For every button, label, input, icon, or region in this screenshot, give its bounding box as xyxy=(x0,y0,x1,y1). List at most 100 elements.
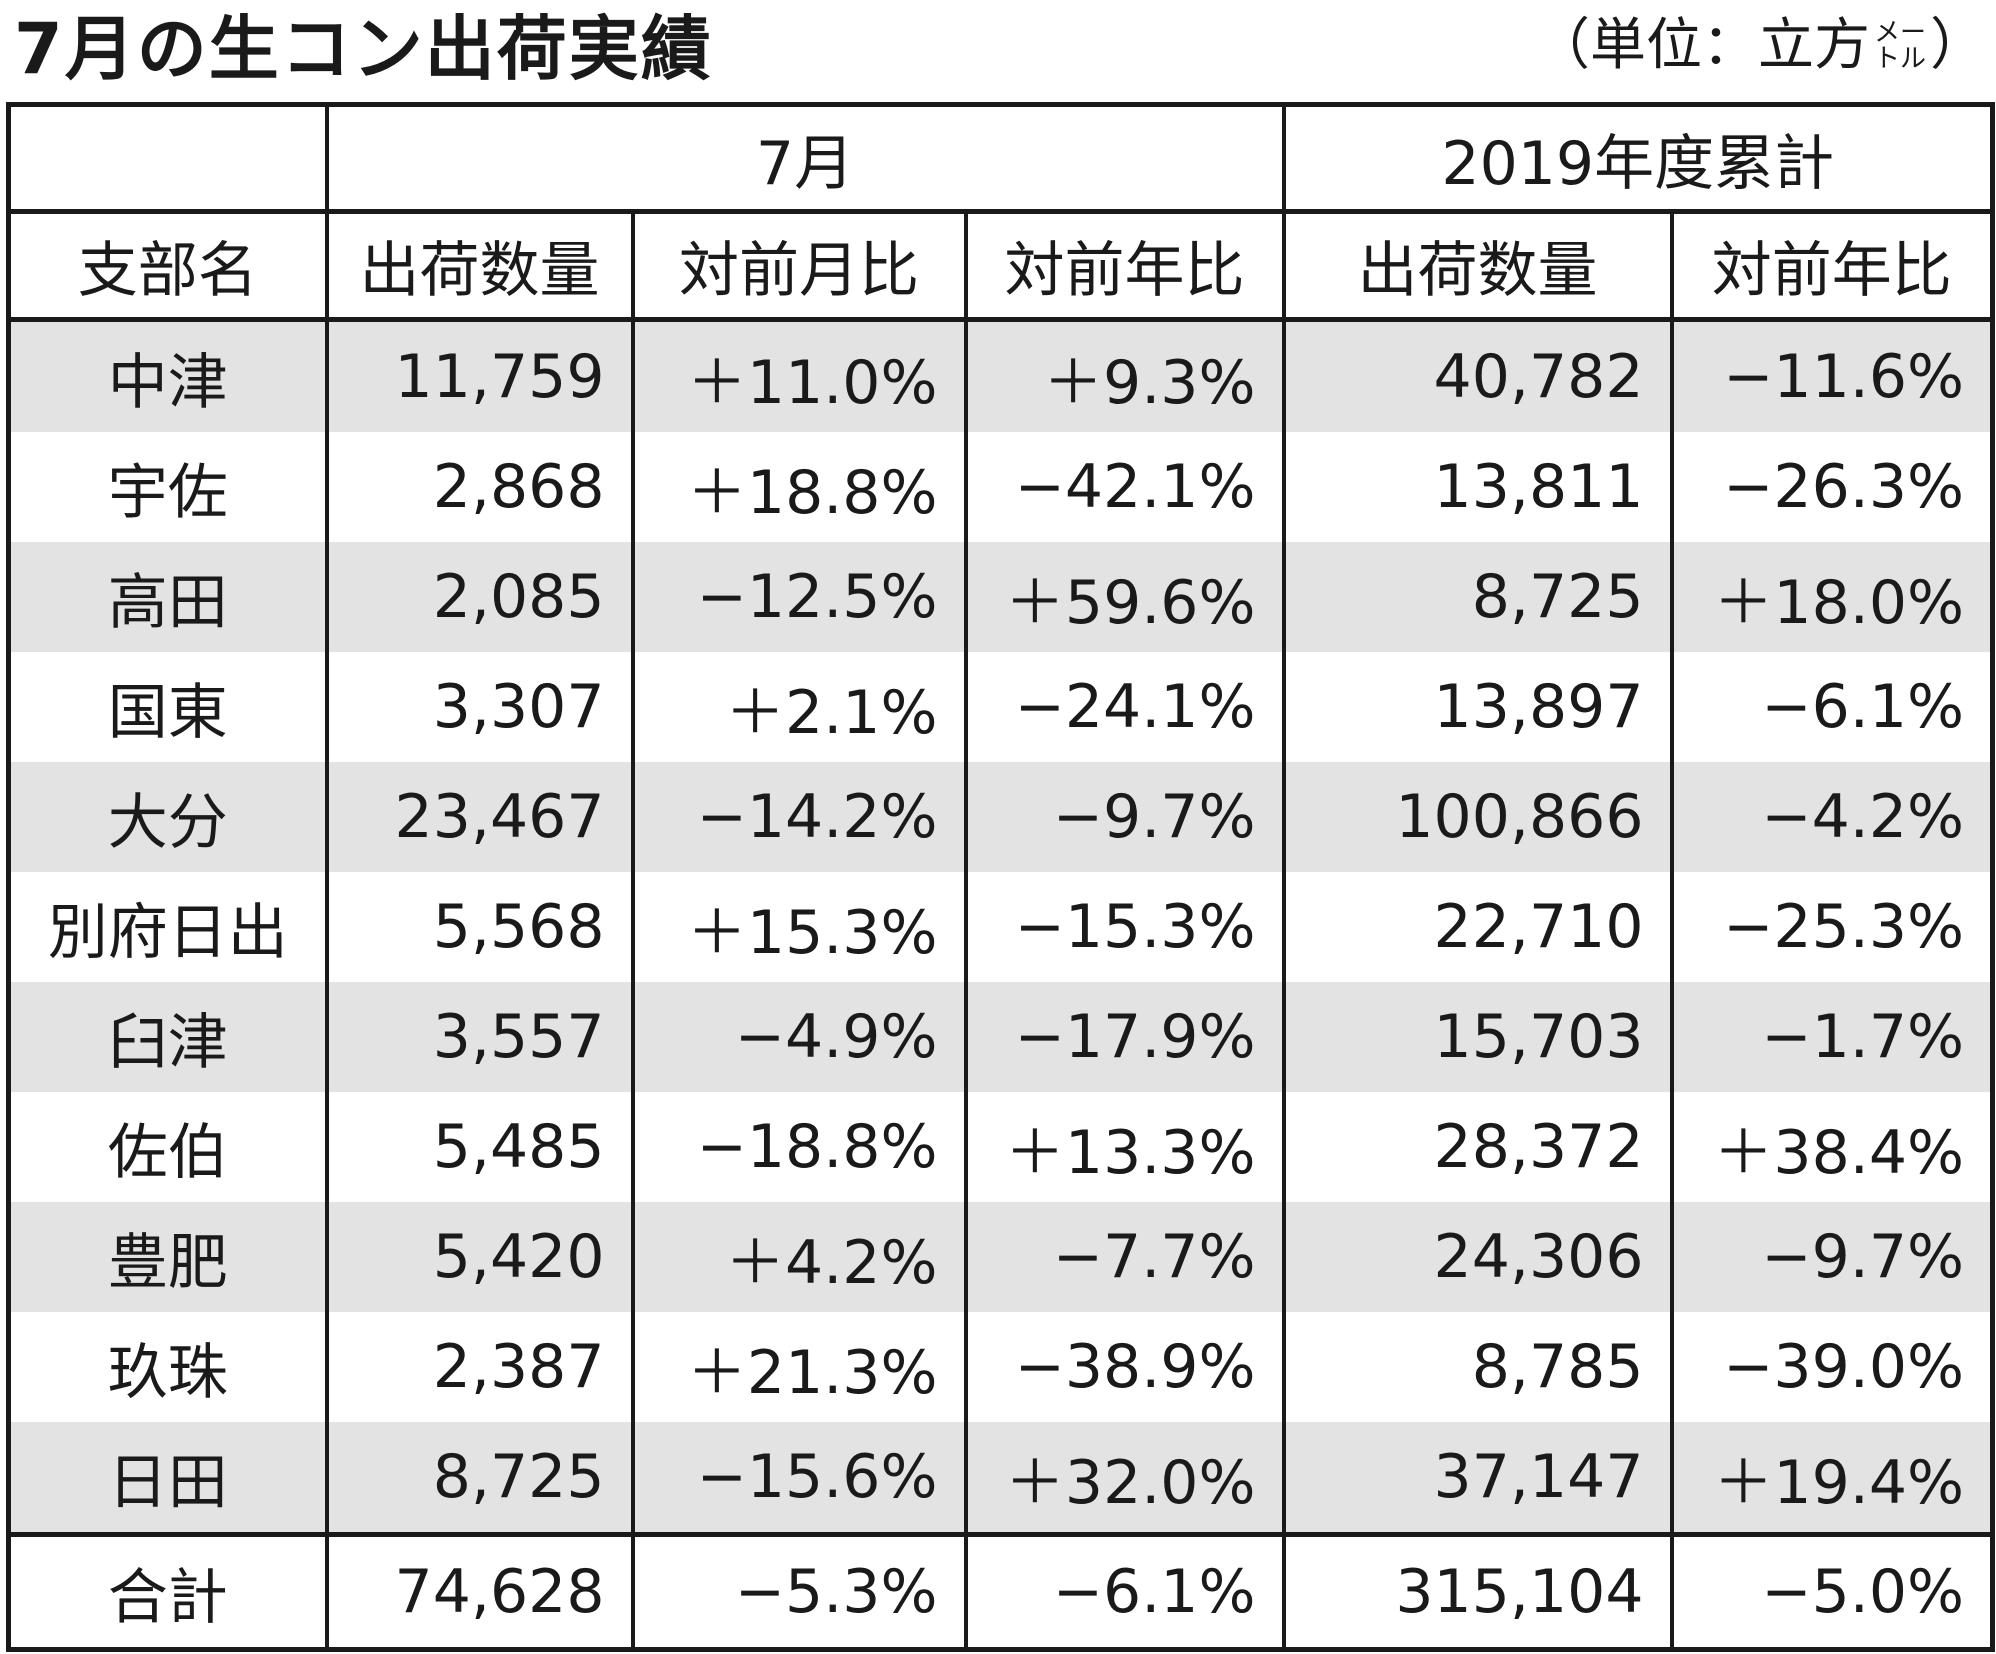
cell-month-qty: 11,759 xyxy=(324,319,635,432)
cell-cum-qty: 100,866 xyxy=(1281,762,1674,872)
unit-small: メー トル xyxy=(1874,20,1926,72)
group-header-cumulative: 2019年度累計 xyxy=(1281,102,1995,214)
cell-cum-yoy: −6.1% xyxy=(1669,652,1995,762)
cell-month-yoy: −9.7% xyxy=(963,762,1286,872)
cell-month-yoy: −24.1% xyxy=(963,652,1286,762)
cell-month-qty: 5,485 xyxy=(324,1092,635,1202)
cell-branch-name: 佐伯 xyxy=(6,1092,329,1202)
unit-prefix: （単位：立方 xyxy=(1533,13,1870,78)
total-month-mom: −5.3% xyxy=(630,1532,968,1652)
cell-cum-yoy: −9.7% xyxy=(1669,1202,1995,1312)
cell-cum-qty: 15,703 xyxy=(1281,982,1674,1092)
cell-branch-name: 玖珠 xyxy=(6,1312,329,1422)
unit-suffix: ） xyxy=(1930,13,1986,78)
cell-branch-name: 高田 xyxy=(6,542,329,652)
cell-month-qty: 5,420 xyxy=(324,1202,635,1312)
cell-cum-yoy: −39.0% xyxy=(1669,1312,1995,1422)
cell-cum-qty: 24,306 xyxy=(1281,1202,1674,1312)
cell-cum-qty: 13,811 xyxy=(1281,432,1674,542)
col-header-cum-yoy: 対前年比 xyxy=(1669,209,1995,322)
cell-month-qty: 2,085 xyxy=(324,542,635,652)
table-row: 大分 23,467 −14.2% −9.7% 100,866 −4.2% xyxy=(6,762,1995,872)
cell-cum-qty: 28,372 xyxy=(1281,1092,1674,1202)
cell-month-yoy: −38.9% xyxy=(963,1312,1286,1422)
col-header-month-qty: 出荷数量 xyxy=(324,209,635,322)
cell-cum-yoy: ＋19.4% xyxy=(1669,1422,1995,1535)
col-header-branch: 支部名 xyxy=(6,209,329,322)
cell-month-mom: −4.9% xyxy=(630,982,968,1092)
cell-branch-name: 臼津 xyxy=(6,982,329,1092)
table-row: 別府日出 5,568 ＋15.3% −15.3% 22,710 −25.3% xyxy=(6,872,1995,982)
cell-branch-name: 大分 xyxy=(6,762,329,872)
cell-month-mom: ＋18.8% xyxy=(630,432,968,542)
cell-month-qty: 8,725 xyxy=(324,1422,635,1535)
cell-month-mom: ＋4.2% xyxy=(630,1202,968,1312)
cell-cum-yoy: −26.3% xyxy=(1669,432,1995,542)
cell-branch-name: 別府日出 xyxy=(6,872,329,982)
total-label: 合計 xyxy=(6,1532,329,1652)
cell-month-qty: 23,467 xyxy=(324,762,635,872)
cell-month-mom: ＋11.0% xyxy=(630,319,968,432)
table-row: 日田 8,725 −15.6% ＋32.0% 37,147 ＋19.4% xyxy=(6,1422,1995,1535)
cell-cum-yoy: −1.7% xyxy=(1669,982,1995,1092)
cell-month-qty: 2,387 xyxy=(324,1312,635,1422)
total-cum-qty: 315,104 xyxy=(1281,1532,1674,1652)
table-row: 佐伯 5,485 −18.8% ＋13.3% 28,372 ＋38.4% xyxy=(6,1092,1995,1202)
cell-month-yoy: ＋13.3% xyxy=(963,1092,1286,1202)
cell-month-yoy: ＋32.0% xyxy=(963,1422,1286,1535)
total-cum-yoy: −5.0% xyxy=(1669,1532,1995,1652)
table-row: 臼津 3,557 −4.9% −17.9% 15,703 −1.7% xyxy=(6,982,1995,1092)
table-row: 高田 2,085 −12.5% ＋59.6% 8,725 ＋18.0% xyxy=(6,542,1995,652)
col-header-month-mom: 対前月比 xyxy=(630,209,968,322)
unit-small-bottom: トル xyxy=(1873,44,1926,74)
cell-month-yoy: ＋59.6% xyxy=(963,542,1286,652)
cell-month-mom: −15.6% xyxy=(630,1422,968,1535)
total-month-qty: 74,628 xyxy=(324,1532,635,1652)
column-header-row: 支部名 出荷数量 対前月比 対前年比 出荷数量 対前年比 xyxy=(6,209,1995,322)
cell-month-mom: −12.5% xyxy=(630,542,968,652)
cell-cum-qty: 37,147 xyxy=(1281,1422,1674,1535)
table-body: 中津 11,759 ＋11.0% ＋9.3% 40,782 −11.6% 宇佐 2,868 ＋1… xyxy=(6,319,1995,1535)
table-row: 宇佐 2,868 ＋18.8% −42.1% 13,811 −26.3% xyxy=(6,432,1995,542)
table-row: 豊肥 5,420 ＋4.2% −7.7% 24,306 −9.7% xyxy=(6,1202,1995,1312)
cell-month-qty: 2,868 xyxy=(324,432,635,542)
cell-branch-name: 国東 xyxy=(6,652,329,762)
cell-month-mom: ＋15.3% xyxy=(630,872,968,982)
cell-cum-qty: 22,710 xyxy=(1281,872,1674,982)
table-row: 中津 11,759 ＋11.0% ＋9.3% 40,782 −11.6% xyxy=(6,319,1995,432)
cell-month-mom: ＋2.1% xyxy=(630,652,968,762)
cell-month-qty: 5,568 xyxy=(324,872,635,982)
cell-month-yoy: −42.1% xyxy=(963,432,1286,542)
table-row: 国東 3,307 ＋2.1% −24.1% 13,897 −6.1% xyxy=(6,652,1995,762)
cell-month-yoy: −15.3% xyxy=(963,872,1286,982)
group-header-row: 7月 2019年度累計 xyxy=(6,102,1995,214)
cell-month-yoy: −7.7% xyxy=(963,1202,1286,1312)
table-row: 玖珠 2,387 ＋21.3% −38.9% 8,785 −39.0% xyxy=(6,1312,1995,1422)
cell-branch-name: 豊肥 xyxy=(6,1202,329,1312)
cell-cum-qty: 8,725 xyxy=(1281,542,1674,652)
cell-cum-yoy: −25.3% xyxy=(1669,872,1995,982)
page-title: 7月の生コン出荷実績 xyxy=(14,8,713,90)
group-header-blank xyxy=(6,102,329,214)
total-row: 合計 74,628 −5.3% −6.1% 315,104 −5.0% xyxy=(6,1532,1995,1652)
cell-month-yoy: −17.9% xyxy=(963,982,1286,1092)
cell-cum-yoy: ＋18.0% xyxy=(1669,542,1995,652)
total-month-yoy: −6.1% xyxy=(963,1532,1286,1652)
cell-cum-yoy: ＋38.4% xyxy=(1669,1092,1995,1202)
cell-cum-yoy: −11.6% xyxy=(1669,319,1995,432)
group-header-month: 7月 xyxy=(324,102,1286,214)
cell-branch-name: 中津 xyxy=(6,319,329,432)
unit-note: （単位：立方 メー トル ） xyxy=(1534,6,1986,86)
cell-month-mom: −14.2% xyxy=(630,762,968,872)
cell-cum-qty: 8,785 xyxy=(1281,1312,1674,1422)
cell-month-qty: 3,307 xyxy=(324,652,635,762)
cell-month-mom: ＋21.3% xyxy=(630,1312,968,1422)
cell-month-mom: −18.8% xyxy=(630,1092,968,1202)
cell-month-qty: 3,557 xyxy=(324,982,635,1092)
cell-cum-qty: 40,782 xyxy=(1281,319,1674,432)
cell-branch-name: 日田 xyxy=(6,1422,329,1535)
col-header-month-yoy: 対前年比 xyxy=(963,209,1286,322)
unit-small-top: メー xyxy=(1873,18,1926,48)
cell-cum-yoy: −4.2% xyxy=(1669,762,1995,872)
cell-branch-name: 宇佐 xyxy=(6,432,329,542)
